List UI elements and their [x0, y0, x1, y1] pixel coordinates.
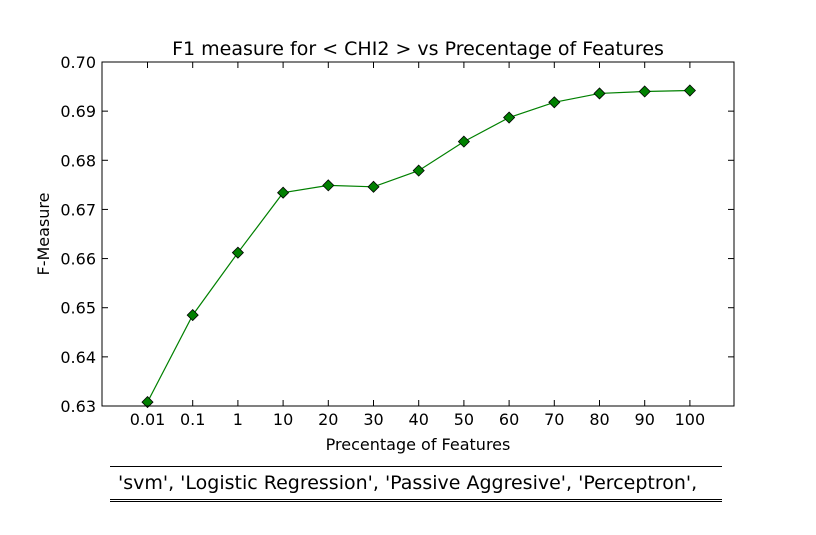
x-tick-label: 0.1	[180, 410, 205, 429]
data-point	[322, 179, 335, 192]
data-point	[683, 84, 696, 97]
x-tick-label: 20	[318, 410, 338, 429]
y-tick-label: 0.63	[60, 397, 96, 416]
y-tick-label: 0.64	[60, 348, 96, 367]
series-line	[146, 89, 690, 403]
data-point	[141, 396, 154, 409]
x-tick-label: 70	[544, 410, 564, 429]
x-tick-label: 60	[499, 410, 519, 429]
data-point	[548, 96, 561, 109]
data-point	[367, 180, 380, 193]
data-point	[503, 111, 516, 124]
x-tick-label: 1	[233, 410, 243, 429]
x-tick-label: 10	[273, 410, 293, 429]
y-tick-label: 0.68	[60, 151, 96, 170]
y-tick-label: 0.69	[60, 102, 96, 121]
y-tick-label: 0.65	[60, 299, 96, 318]
chart-title: F1 measure for < CHI2 > vs Precentage of…	[172, 38, 664, 60]
x-tick-label: 30	[363, 410, 383, 429]
y-tick-label: 0.70	[60, 53, 96, 72]
data-point	[638, 85, 651, 98]
y-tick-label: 0.67	[60, 200, 96, 219]
x-tick-label: 80	[589, 410, 609, 429]
y-axis-label: F-Measure	[34, 193, 53, 276]
data-point	[412, 164, 425, 177]
x-axis-label: Precentage of Features	[326, 435, 511, 454]
x-tick-label: 0.01	[130, 410, 166, 429]
legend-text: 'svm', 'Logistic Regression', 'Passive A…	[118, 472, 698, 494]
legend-box	[110, 466, 722, 502]
data-point	[231, 246, 244, 259]
data-point	[457, 135, 470, 148]
x-tick-label: 50	[454, 410, 474, 429]
data-point	[186, 309, 199, 322]
data-point	[277, 186, 290, 199]
x-tick-label: 40	[409, 410, 429, 429]
x-tick-label: 100	[675, 410, 706, 429]
x-tick-label: 90	[635, 410, 655, 429]
data-point	[593, 87, 606, 100]
plot-frame	[101, 61, 735, 407]
y-tick-label: 0.66	[60, 250, 96, 269]
